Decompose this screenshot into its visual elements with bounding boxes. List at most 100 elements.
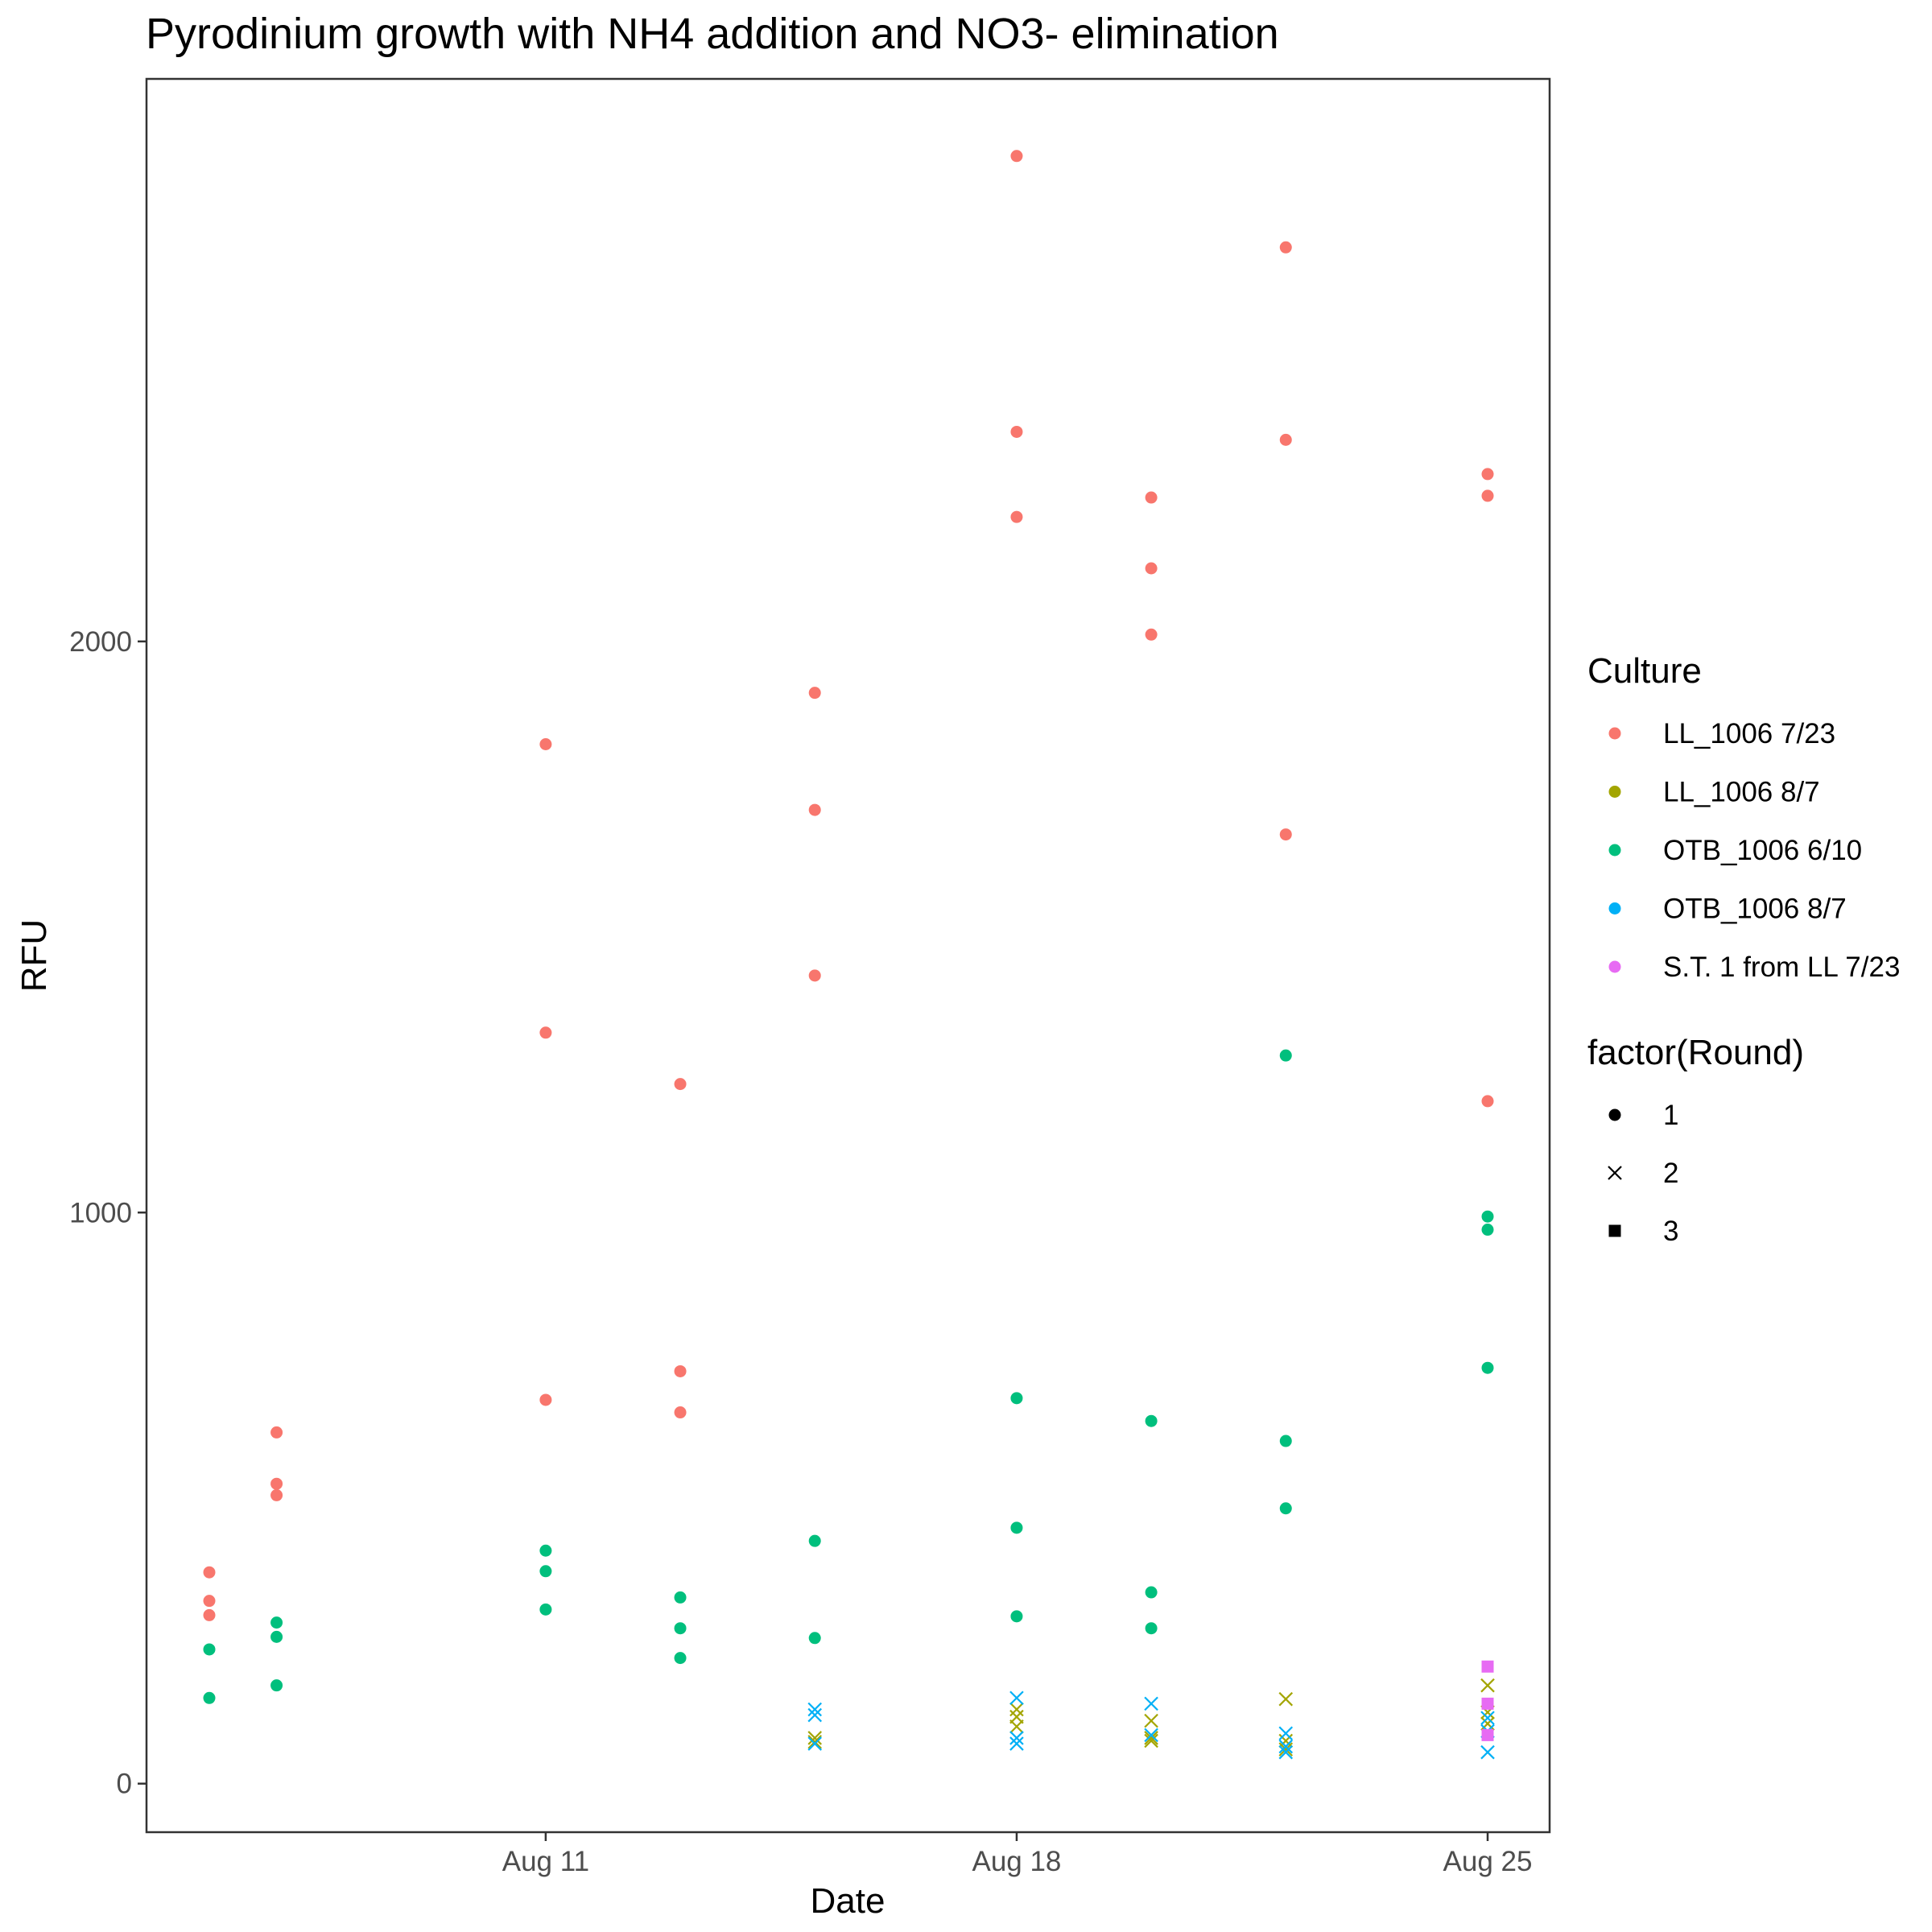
data-point: [674, 1622, 687, 1635]
data-point: [1279, 433, 1292, 446]
data-point: [807, 1735, 822, 1749]
data-point: [808, 803, 821, 816]
y-axis-title: RFU: [14, 919, 54, 992]
data-point: [808, 687, 821, 700]
data-point: [1145, 491, 1158, 504]
x-tick-label: Aug 18: [972, 1846, 1061, 1877]
data-point: [203, 1608, 216, 1621]
x-axis-title: Date: [811, 1881, 886, 1921]
y-tick-label: 2000: [69, 626, 132, 658]
data-point: [807, 1702, 822, 1717]
data-point: [808, 969, 821, 982]
data-point: [1144, 1713, 1158, 1728]
legend-item-label: OTB_1006 6/10: [1663, 835, 1862, 866]
legend-key-swatch: [1608, 844, 1621, 857]
data-point: [1480, 1744, 1495, 1760]
data-point: [1481, 468, 1494, 481]
culture-legend-title: Culture: [1587, 651, 1702, 691]
data-point: [1010, 1610, 1023, 1623]
x-tick-label: Aug 25: [1443, 1846, 1533, 1877]
x-axis: Aug 11 Aug 18 Aug 25: [502, 1832, 1533, 1877]
data-point: [1144, 1731, 1158, 1745]
data-point: [1481, 1224, 1494, 1236]
data-point: [203, 1691, 216, 1704]
data-point: [270, 1426, 283, 1439]
data-point: [270, 1679, 283, 1692]
y-axis: 0 1000 2000: [69, 626, 147, 1800]
data-point: [1278, 1744, 1294, 1760]
data-points: [203, 150, 1495, 1760]
data-point: [807, 1731, 822, 1745]
y-tick-label: 0: [117, 1769, 132, 1800]
data-point: [1279, 1049, 1292, 1062]
data-point: [539, 1026, 552, 1039]
data-point: [1481, 1361, 1494, 1374]
data-point: [1480, 1678, 1495, 1693]
data-point: [1145, 1414, 1158, 1427]
data-point: [674, 1652, 687, 1665]
legend-shape-swatch: [1608, 1224, 1621, 1237]
legend-item-label: LL_1006 7/23: [1663, 718, 1835, 749]
legend-key-swatch: [1608, 960, 1621, 973]
data-point: [1145, 628, 1158, 641]
legend-shape-swatch: [1608, 1108, 1621, 1121]
data-point: [1145, 562, 1158, 575]
data-point: [674, 1364, 687, 1377]
data-point: [1279, 241, 1292, 254]
data-point: [1278, 1726, 1294, 1741]
data-point: [807, 1736, 822, 1751]
legend: Culture LL_1006 7/23 LL_1006 8/7 OTB_1006 …: [1587, 651, 1900, 1247]
data-point: [1481, 1210, 1494, 1223]
data-point: [1278, 1739, 1294, 1754]
x-tick-label: Aug 11: [502, 1846, 589, 1877]
data-point: [1279, 828, 1292, 841]
data-point: [1481, 1697, 1494, 1710]
data-point: [270, 1477, 283, 1490]
data-point: [1145, 1586, 1158, 1599]
legend-key-swatch: [1608, 727, 1621, 740]
data-point: [539, 1603, 552, 1616]
y-tick-label: 1000: [69, 1197, 132, 1228]
data-point: [1010, 150, 1023, 163]
data-point: [1010, 1392, 1023, 1405]
data-point: [674, 1406, 687, 1419]
data-point: [1481, 489, 1494, 502]
data-point: [270, 1616, 283, 1629]
data-point: [1144, 1733, 1158, 1748]
data-point: [808, 1632, 821, 1645]
data-point: [1278, 1691, 1294, 1707]
data-point: [1009, 1736, 1024, 1751]
data-point: [203, 1643, 216, 1656]
data-point: [1010, 510, 1023, 523]
legend-key-swatch: [1608, 902, 1621, 914]
data-point: [1481, 1095, 1494, 1108]
legend-item-label: S.T. 1 from LL 7/23: [1663, 952, 1900, 983]
data-point: [539, 1565, 552, 1578]
culture-legend-items: LL_1006 7/23 LL_1006 8/7 OTB_1006 6/10 OTB_…: [1608, 718, 1900, 983]
data-point: [270, 1630, 283, 1643]
data-point: [539, 1393, 552, 1406]
chart-title: Pyrodinium growth with NH4 addition and …: [146, 10, 1279, 58]
data-point: [1009, 1719, 1024, 1734]
data-point: [1145, 1622, 1158, 1635]
data-point: [270, 1488, 283, 1501]
data-point: [1144, 1728, 1158, 1743]
data-point: [203, 1595, 216, 1608]
data-point: [1481, 1660, 1494, 1673]
round-legend-title: factor(Round): [1587, 1033, 1804, 1072]
legend-item-label: 1: [1663, 1100, 1678, 1131]
data-point: [808, 1534, 821, 1547]
data-point: [1278, 1742, 1294, 1757]
legend-item-label: 3: [1663, 1216, 1678, 1247]
round-legend-items: 1 2 3: [1608, 1100, 1678, 1247]
legend-item-label: LL_1006 8/7: [1663, 777, 1820, 808]
data-point: [674, 1591, 687, 1604]
legend-shape-swatch: [1608, 1166, 1622, 1180]
data-point: [1481, 1728, 1494, 1741]
data-point: [1279, 1435, 1292, 1447]
data-point: [1010, 1521, 1023, 1534]
data-point: [1144, 1696, 1158, 1711]
data-point: [807, 1707, 822, 1723]
data-point: [674, 1078, 687, 1091]
